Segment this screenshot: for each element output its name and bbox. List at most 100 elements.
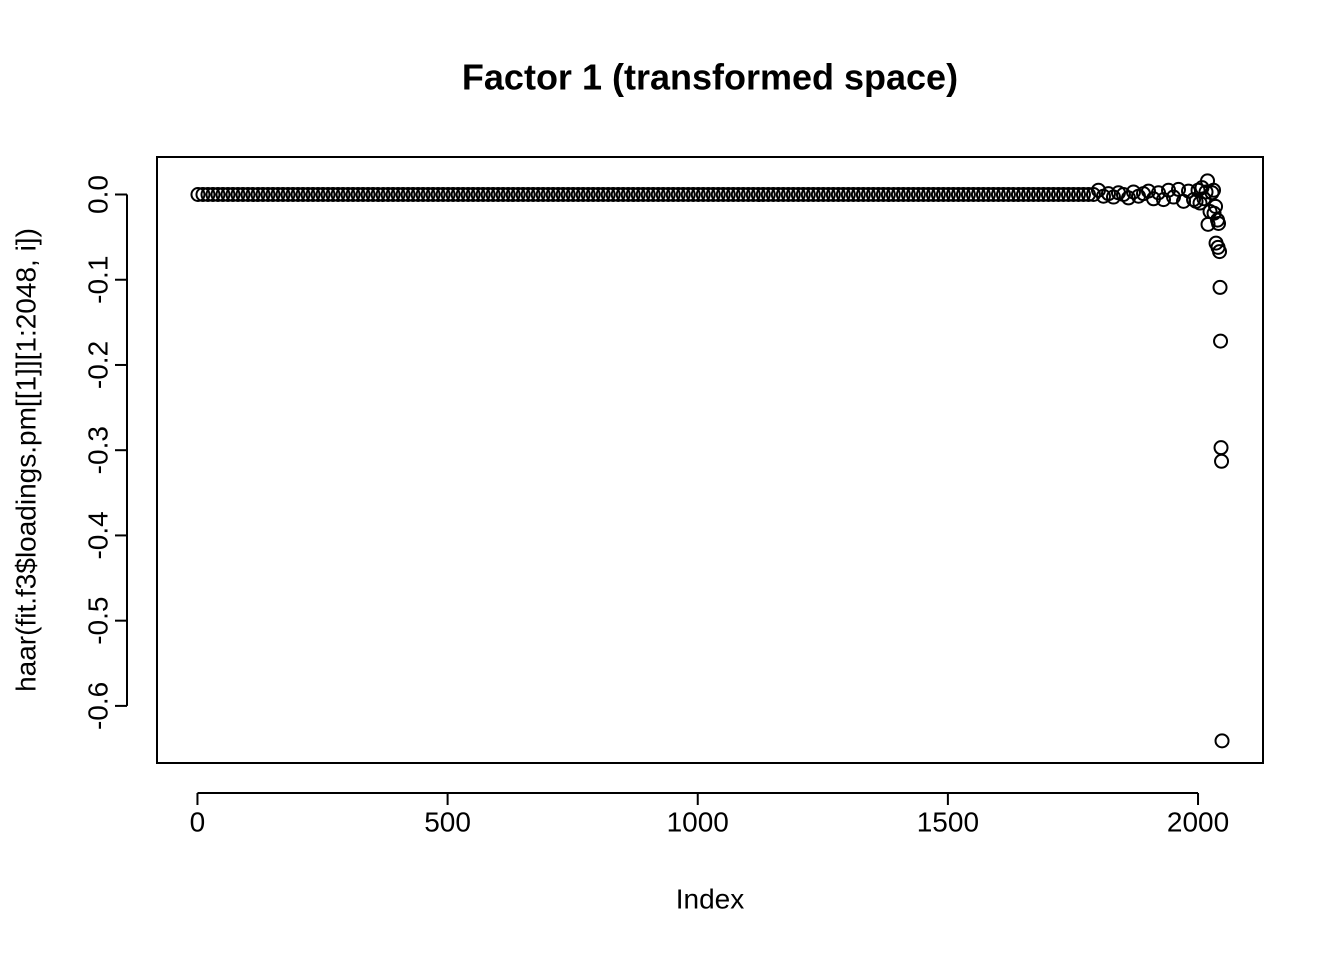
point: [235, 187, 251, 203]
point: [670, 187, 686, 203]
point: [205, 187, 221, 203]
point: [655, 187, 671, 203]
point: [310, 187, 326, 203]
point: [975, 187, 991, 203]
point: [510, 187, 526, 203]
x-tick-label: 500: [424, 806, 471, 837]
point: [540, 187, 556, 203]
point: [1198, 184, 1214, 200]
point: [1010, 187, 1026, 203]
point: [520, 187, 536, 203]
point: [730, 187, 746, 203]
point: [800, 187, 816, 203]
point: [1085, 187, 1101, 203]
point: [790, 187, 806, 203]
point: [1030, 187, 1046, 203]
point: [595, 187, 611, 203]
point: [245, 187, 261, 203]
point: [650, 187, 666, 203]
point: [895, 187, 911, 203]
point: [935, 187, 951, 203]
point: [635, 187, 651, 203]
point: [890, 187, 906, 203]
point: [630, 187, 646, 203]
point: [675, 187, 691, 203]
y-tick-label: -0.4: [82, 511, 113, 559]
point: [450, 187, 466, 203]
point: [830, 187, 846, 203]
y-tick-label: 0.0: [82, 175, 113, 214]
x-tick-label: 0: [190, 806, 206, 837]
point: [345, 187, 361, 203]
point: [1075, 187, 1091, 203]
point: [1040, 187, 1056, 203]
point: [970, 187, 986, 203]
point: [490, 187, 506, 203]
x-tick-label: 1000: [667, 806, 729, 837]
point: [530, 187, 546, 203]
point: [335, 187, 351, 203]
x-tick-label: 1500: [917, 806, 979, 837]
point: [425, 187, 441, 203]
point: [190, 187, 206, 203]
point: [875, 187, 891, 203]
point: [910, 187, 926, 203]
y-tick-label: -0.5: [82, 597, 113, 645]
point: [295, 187, 311, 203]
point: [1206, 182, 1222, 198]
point: [765, 187, 781, 203]
point: [455, 187, 471, 203]
point: [735, 187, 751, 203]
point: [385, 187, 401, 203]
point: [1025, 187, 1041, 203]
point: [855, 187, 871, 203]
point: [840, 187, 856, 203]
point: [250, 187, 266, 203]
plot-box: [156, 156, 1264, 764]
point: [880, 187, 896, 203]
point: [1020, 187, 1036, 203]
point: [850, 187, 866, 203]
point: [1140, 183, 1156, 199]
point: [240, 187, 256, 203]
point: [415, 187, 431, 203]
point: [480, 187, 496, 203]
point: [515, 187, 531, 203]
point: [435, 187, 451, 203]
point: [625, 187, 641, 203]
point: [210, 187, 226, 203]
point: [555, 187, 571, 203]
point: [195, 187, 211, 203]
point: [915, 187, 931, 203]
point: [760, 187, 776, 203]
point: [605, 187, 621, 203]
y-axis-label: haar(fit.f3$loadings.pm[[1]][1:2048, i]): [10, 228, 41, 692]
point: [780, 187, 796, 203]
point: [275, 187, 291, 203]
point: [615, 187, 631, 203]
point: [320, 187, 336, 203]
point: [225, 187, 241, 203]
point: [665, 187, 681, 203]
point: [580, 187, 596, 203]
point: [350, 187, 366, 203]
point: [810, 187, 826, 203]
point: [485, 187, 501, 203]
point: [695, 187, 711, 203]
chart-title: Factor 1 (transformed space): [462, 57, 958, 98]
point: [835, 187, 851, 203]
point: [1065, 187, 1081, 203]
point: [1214, 453, 1230, 469]
point: [960, 187, 976, 203]
point: [785, 187, 801, 203]
point: [420, 187, 436, 203]
point: [845, 187, 861, 203]
point: [370, 187, 386, 203]
point: [1212, 244, 1228, 260]
x-axis-label: Index: [676, 883, 745, 914]
point: [305, 187, 321, 203]
point: [690, 187, 706, 203]
point: [1125, 184, 1141, 200]
point: [315, 187, 331, 203]
